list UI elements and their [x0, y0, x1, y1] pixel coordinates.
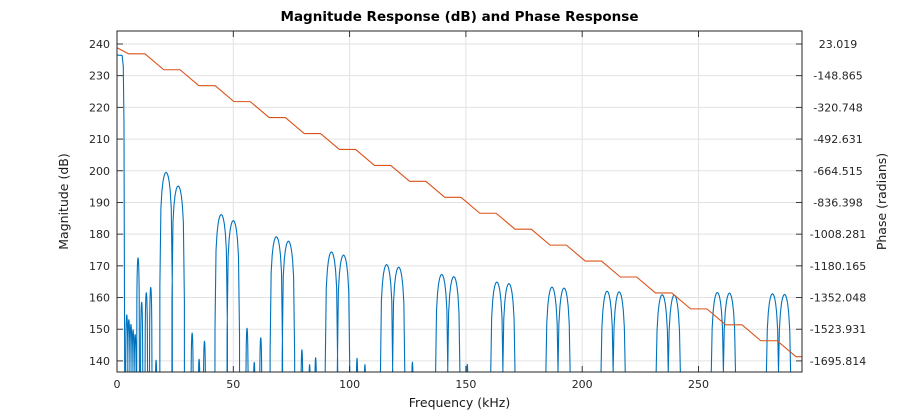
y-tick-label-right: -1523.931 — [810, 323, 866, 336]
tick-labels: 0 50 100 150 200 250 240 23.019 230 -148.865 220 -3… — [89, 38, 866, 391]
y-tick-label-right: -1008.281 — [810, 228, 866, 241]
y-tick-label-right: 23.019 — [819, 38, 858, 51]
x-axis-label: Frequency (kHz) — [409, 395, 511, 410]
y-tick-label-right: -320.748 — [813, 101, 862, 114]
y-axis-label-left: Magnitude (dB) — [56, 153, 71, 249]
y-tick-label-right: -1180.165 — [810, 260, 866, 273]
plot-box — [116, 30, 803, 373]
y-tick-label-left: 180 — [89, 228, 110, 241]
y-tick-label-left: 190 — [89, 196, 110, 209]
y-tick-label-left: 240 — [89, 38, 110, 51]
y-tick-label-left: 160 — [89, 292, 110, 305]
phase-trace — [117, 47, 802, 358]
y-tick-label-right: -1695.814 — [810, 355, 866, 368]
x-tick-label: 150 — [455, 378, 476, 391]
magnitude-trace — [117, 54, 792, 372]
y-axis-label-right: Phase (radians) — [874, 153, 889, 250]
plot-title: Magnitude Response (dB) and Phase Respon… — [281, 9, 639, 25]
y-tick-label-left: 170 — [89, 260, 110, 273]
y-tick-label-right: -664.515 — [813, 165, 862, 178]
axes — [116, 30, 803, 373]
y-tick-label-right: -148.865 — [813, 70, 862, 83]
y-tick-label-left: 210 — [89, 133, 110, 146]
x-tick-label: 0 — [114, 378, 121, 391]
y-tick-label-left: 140 — [89, 355, 110, 368]
y-tick-label-right: -836.398 — [813, 196, 862, 209]
y-tick-label-left: 230 — [89, 70, 110, 83]
y-tick-label-right: -492.631 — [813, 133, 862, 146]
y-tick-label-left: 200 — [89, 165, 110, 178]
x-tick-label: 250 — [688, 378, 709, 391]
traces — [117, 47, 802, 372]
y-tick-label-left: 220 — [89, 101, 110, 114]
x-tick-label: 50 — [226, 378, 240, 391]
y-tick-label-right: -1352.048 — [810, 292, 866, 305]
x-tick-label: 200 — [572, 378, 593, 391]
y-tick-label-left: 150 — [89, 323, 110, 336]
x-tick-label: 100 — [339, 378, 360, 391]
